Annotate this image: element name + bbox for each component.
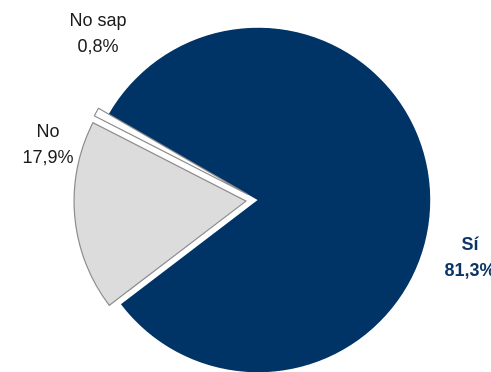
pie-label-name-2: No (36, 121, 59, 141)
pie-label-value-2: 17,9% (22, 147, 73, 167)
pie-slice-3 (93, 107, 249, 195)
pie-label-name-1: Sí (461, 234, 479, 254)
pie-labels: Sí 81,3% No 17,9% No sap 0,8% (22, 10, 491, 280)
pie-label-value-1: 81,3% (444, 260, 491, 280)
pie-slices (73, 27, 431, 372)
pie-slice-1 (108, 27, 431, 372)
pie-label-value-3: 0,8% (77, 36, 118, 56)
pie-label-name-3: No sap (69, 10, 126, 30)
pie-slice-2 (73, 122, 247, 306)
